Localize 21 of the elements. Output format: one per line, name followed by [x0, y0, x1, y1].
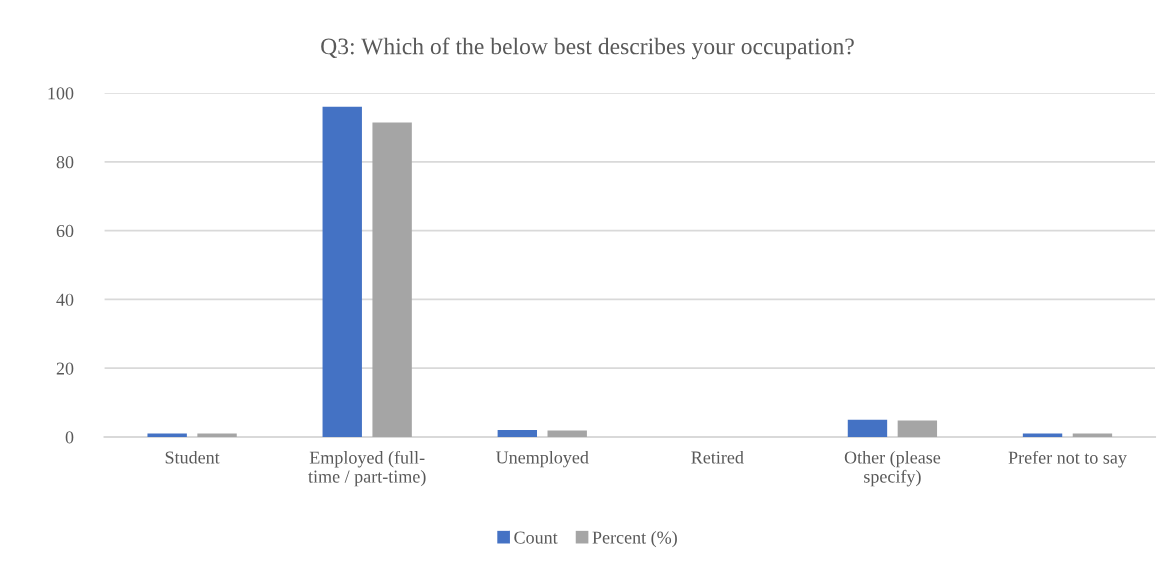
- y-tick-label: 0: [65, 431, 74, 444]
- bar: [897, 420, 938, 437]
- y-tick-label: 40: [56, 293, 74, 306]
- x-tick-label: Employed (full- time / part-time): [308, 450, 426, 487]
- bar: [372, 122, 412, 437]
- x-tick-label: Prefer not to say: [1008, 450, 1127, 468]
- y-tick-label: 20: [56, 362, 74, 375]
- x-tick-label: Retired: [691, 450, 744, 464]
- y-tick-label: 100: [48, 87, 74, 100]
- chart-title: Q3: Which of the below best describes your occupation?: [321, 37, 854, 60]
- legend-label: Percent (%): [592, 530, 677, 548]
- y-tick-label: 60: [56, 224, 74, 238]
- x-tick-label: Unemployed: [496, 450, 589, 468]
- x-tick-label: Other (please specify): [844, 450, 941, 487]
- y-tick-label: 80: [56, 156, 74, 169]
- bar: [322, 106, 362, 437]
- bar: [547, 430, 587, 437]
- bar: [847, 419, 888, 437]
- legend-label: Count: [514, 531, 558, 544]
- bar: [497, 430, 538, 437]
- x-tick-label: Student: [165, 450, 220, 464]
